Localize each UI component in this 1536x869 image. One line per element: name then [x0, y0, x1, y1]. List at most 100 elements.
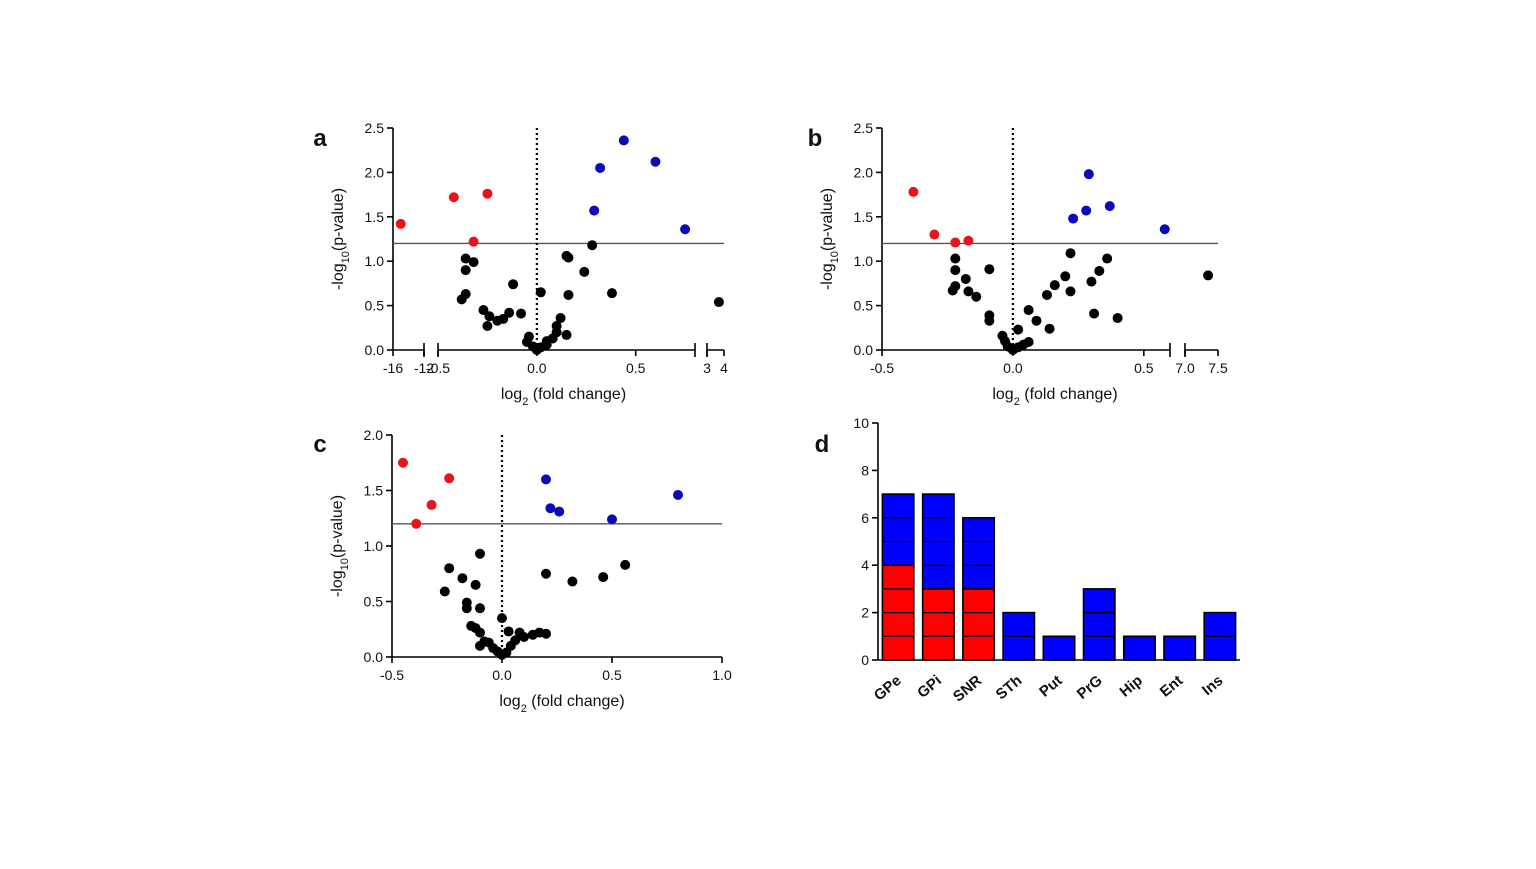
point-up	[1081, 205, 1092, 216]
point-ns	[439, 586, 450, 597]
point-ns	[504, 307, 515, 318]
point-ns	[475, 603, 485, 614]
y-tick-label: 1.0	[365, 253, 385, 269]
point-down	[963, 235, 974, 246]
x-tick-label: 0.0	[492, 667, 512, 683]
category-label: Ent	[1157, 672, 1186, 701]
point-down	[444, 473, 455, 484]
point-down	[482, 188, 493, 199]
point-ns	[1094, 265, 1105, 276]
y-tick-label: 0	[861, 652, 869, 668]
point-ns	[1065, 248, 1076, 259]
x-tick-label: -0.5	[870, 360, 894, 376]
x-axis-label: log2 (fold change)	[501, 386, 626, 408]
point-ns	[1065, 286, 1076, 297]
point-ns	[587, 240, 598, 251]
point-ns	[963, 286, 974, 297]
x-tick-label: 7.0	[1175, 360, 1195, 376]
point-ns	[444, 563, 455, 574]
x-tick-label: 7.5	[1208, 360, 1228, 376]
x-tick-label: 0.5	[1134, 360, 1154, 376]
point-ns	[563, 252, 574, 263]
x-axis-label: log2 (fold change)	[992, 386, 1117, 408]
y-tick-label: 2.5	[365, 120, 385, 136]
point-ns	[475, 640, 485, 651]
x-tick-label: -12	[414, 360, 434, 376]
point-ns	[579, 266, 590, 277]
y-tick-label: 1.5	[364, 483, 384, 499]
point-ns	[947, 285, 958, 296]
y-tick-label: 1.0	[364, 538, 384, 554]
point-ns	[567, 576, 578, 587]
y-tick-label: 8	[861, 462, 869, 478]
point-ns	[541, 628, 551, 639]
point-down	[448, 192, 459, 203]
bar-up-Ent	[1163, 635, 1197, 661]
point-ns	[551, 321, 562, 332]
point-ns	[503, 626, 514, 637]
point-ns	[1086, 276, 1097, 287]
y-tick-label: 1.5	[365, 209, 385, 225]
point-down	[411, 518, 422, 529]
y-tick-label: 10	[853, 415, 869, 431]
point-ns	[713, 297, 724, 308]
point-ns	[541, 336, 552, 347]
y-axis-label: -log10(p-value)	[819, 188, 841, 290]
point-up	[589, 205, 600, 216]
panel-d: d GPe GPi SNR STh Put PrG Hip Ent Ins 0 2 4 6 8 10	[815, 415, 1240, 705]
point-ns	[1049, 280, 1060, 291]
point-ns	[1013, 324, 1024, 335]
category-label: GPi	[914, 672, 945, 702]
point-ns	[1060, 271, 1071, 282]
bar-down-GPi	[921, 588, 955, 661]
y-axis-label: -log10(p-value)	[330, 188, 352, 290]
point-ns	[508, 279, 519, 290]
x-tick-label: -0.5	[380, 667, 404, 683]
x-tick-label: 0.5	[602, 667, 622, 683]
point-down	[468, 236, 479, 247]
point-ns	[1102, 253, 1113, 264]
panel-label-d: d	[815, 431, 830, 458]
bar-up-GPe	[881, 493, 915, 567]
panel-b: b 0.0 0.5 1.0 1.5 2.0 2.5 -0.5 0.0 0.5 7.0 7.5 log2 …	[808, 120, 1228, 408]
point-ns	[971, 291, 982, 302]
point-up	[1104, 201, 1115, 212]
category-label: Ins	[1199, 672, 1227, 699]
point-down	[908, 186, 919, 197]
point-ns	[1203, 270, 1214, 281]
bar-up-Put	[1042, 635, 1076, 661]
category-label: STh	[993, 672, 1026, 703]
category-label: GPe	[871, 672, 905, 704]
point-down	[398, 457, 408, 468]
x-tick-label: -0.5	[426, 360, 450, 376]
point-ns	[620, 559, 631, 570]
panel-c: c 0.0 0.5 1.0 1.5 2.0 -0.5 0.0 0.5 1.0 log2 (fold …	[313, 427, 732, 715]
y-tick-label: 0.0	[365, 342, 385, 358]
point-ns	[563, 289, 574, 300]
category-label: Hip	[1117, 672, 1146, 701]
point-ns	[960, 273, 971, 284]
y-tick-label: 0.0	[364, 649, 384, 665]
panel-label-c: c	[313, 431, 326, 458]
point-ns	[461, 603, 472, 614]
point-up	[650, 156, 661, 167]
point-ns	[984, 264, 995, 275]
point-ns	[460, 253, 471, 264]
point-up	[1159, 224, 1170, 235]
point-ns	[950, 253, 961, 264]
point-up	[1083, 169, 1094, 180]
point-ns	[475, 627, 485, 638]
point-ns	[606, 288, 617, 299]
point-ns	[470, 579, 481, 590]
point-ns	[1041, 289, 1052, 300]
point-down	[950, 237, 961, 248]
point-up	[541, 474, 551, 485]
point-ns	[497, 613, 507, 624]
point-up	[680, 224, 691, 235]
point-down	[395, 218, 406, 229]
y-tick-label: 0.5	[365, 298, 385, 314]
point-ns	[1044, 323, 1055, 334]
y-tick-label: 2.0	[365, 164, 385, 180]
